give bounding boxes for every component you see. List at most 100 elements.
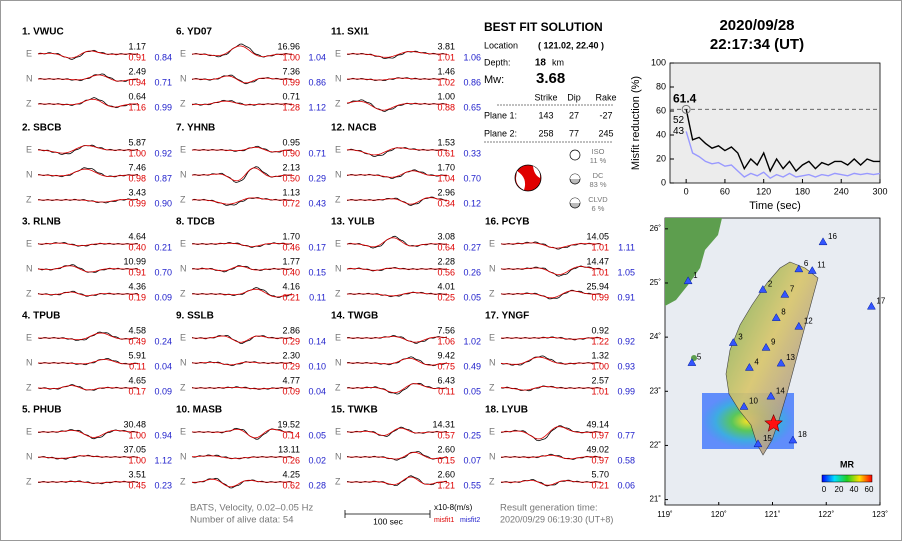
misfit1: 0.90 [282,148,300,158]
x-tick-label: 60 [720,186,730,196]
misfit2: 0.33 [463,148,481,158]
station-label: 11 [817,261,826,270]
misfit2: 0.65 [463,102,481,112]
synthetic-trace [191,100,292,106]
synthetic-trace [38,332,138,341]
amplitude: 7.56 [437,325,455,335]
amplitude: 4.36 [128,281,146,291]
result-label: Result generation time: [500,503,598,514]
amplitude: 13.11 [278,444,300,454]
component-label: E [26,332,32,342]
synthetic-trace [192,478,292,488]
component-label: E [335,426,341,436]
amplitude: 1.53 [437,137,455,147]
amplitude: 16.96 [277,41,300,51]
misfit1: 1.16 [128,102,146,112]
station-marker [687,358,697,366]
synthetic-trace [192,167,292,182]
y-tick-label: 100 [651,57,666,67]
station-label: 7 [790,284,795,293]
component-icon-shade [570,198,580,203]
component-label: Z [26,194,32,204]
beachball [514,164,542,192]
depth: 18 [535,58,547,69]
misfit2-legend: misfit2 [460,517,480,524]
station-label: 17 [876,296,885,305]
synthetic-trace [347,147,447,156]
misfit2: 0.02 [308,455,326,465]
component-label: E [489,238,495,248]
amplitude: 25.94 [586,281,609,291]
colorbar-label: 0 [822,485,827,494]
misfit2: 0.14 [308,336,326,346]
amplitude: 1.17 [128,41,146,51]
x-tick-label: 120 [756,186,771,196]
component-label: Z [180,194,186,204]
misfit2: 0.43 [308,198,326,208]
misfit2: 0.77 [617,430,635,440]
misfit2: 0.09 [154,292,172,302]
synthetic-trace [38,242,138,247]
misfit1: 0.25 [437,292,455,302]
unit: x10-8(m/s) [434,503,473,512]
misfit2: 0.04 [308,386,326,396]
misfit2: 0.91 [617,292,635,302]
misfit2: 0.87 [154,173,172,183]
station-marker [780,289,790,298]
misfit1: 0.99 [282,77,300,87]
station-name: 10. MASB [176,405,222,416]
synthetic-trace [501,480,601,486]
synthetic-trace [192,288,293,298]
component-label: E [335,48,341,58]
synthetic-trace [38,74,139,82]
misfit2: 0.24 [154,336,172,346]
misfit1: 0.56 [437,267,455,277]
component-label: Z [26,288,32,298]
annotation: 43 [673,126,685,137]
map-x-label: 119˚ [657,510,673,519]
map-y-label: 22˚ [649,441,661,450]
misfit2: 0.71 [308,148,326,158]
amplitude: 1.77 [282,256,300,266]
amplitude: 2.57 [591,375,609,385]
component-label: N [335,169,342,179]
amplitude: 2.96 [437,187,455,197]
component-label: N [489,263,496,273]
misfit1: 0.62 [282,480,300,490]
x-axis-label: Time (sec) [749,200,801,212]
station-marker [758,284,768,293]
component-label: Z [335,194,341,204]
synthetic-trace [38,455,138,459]
synthetic-trace [38,98,138,108]
misfit1: 0.61 [437,148,455,158]
misfit-chart: 0 20 40 60 80 100 0 60 120 180 240 300 Time (sec) Mis… [630,57,888,212]
synthetic-trace [347,357,448,366]
misfit2: 0.70 [463,173,481,183]
misfit2: 0.71 [154,77,172,87]
amplitude: 2.30 [282,350,300,360]
misfit2: 0.86 [463,77,481,87]
synthetic-trace [501,454,601,460]
component-label: N [180,451,187,461]
synthetic-trace [501,337,601,340]
component-label: Z [335,476,341,486]
misfit2: 0.05 [463,292,481,302]
amplitude: 2.86 [282,325,300,335]
synthetic-trace [192,428,293,439]
component-label: N [180,263,187,273]
misfit1: 1.21 [437,480,455,490]
plane-value: 27 [569,110,579,120]
best-marker [681,104,691,114]
misfit2: 0.27 [463,242,481,252]
station-name: 3. RLNB [22,217,61,228]
component-name: ISO [592,147,605,156]
amplitude: 1.70 [437,162,455,172]
misfit1: 1.00 [282,52,300,62]
component-label: N [26,263,33,273]
beachball-patch [533,166,541,178]
station-name: 2. SBCB [22,123,61,134]
y-tick-label: 60 [656,105,666,115]
station-marker [739,401,749,410]
synthetic-trace [38,199,139,203]
amplitude: 7.36 [282,66,300,76]
